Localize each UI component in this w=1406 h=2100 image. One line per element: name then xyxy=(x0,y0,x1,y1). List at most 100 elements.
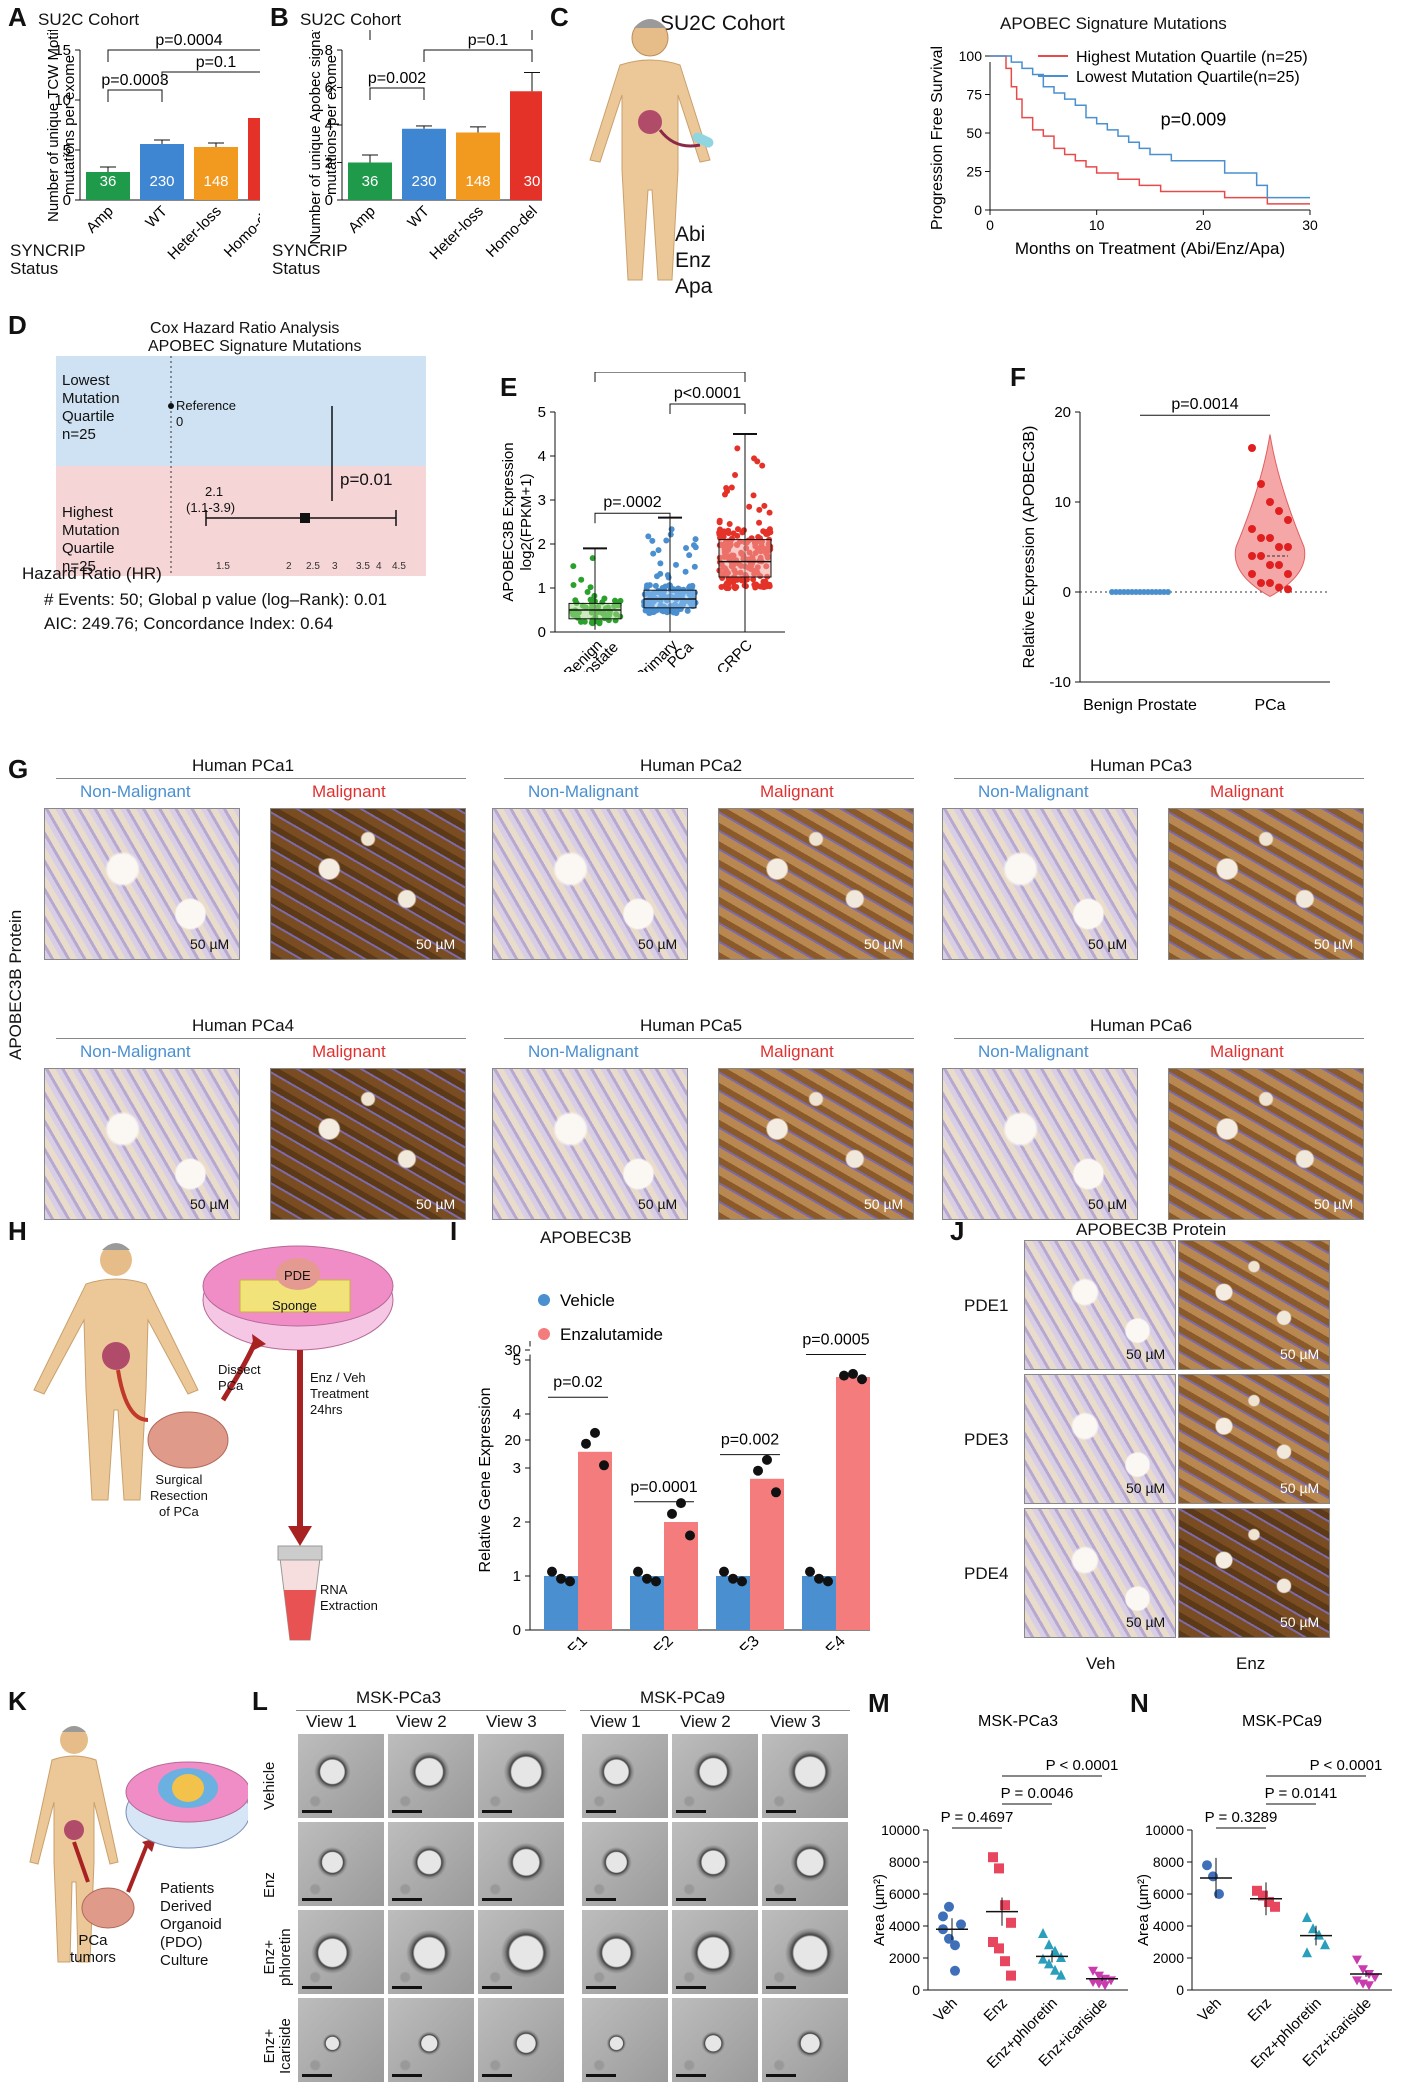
data-point xyxy=(645,533,652,540)
non-malignant-label: Non-Malignant xyxy=(978,782,1089,801)
km-survival-plot: 0 25 50 75 100 0 10 20 30 Highest Mutation Quarti… xyxy=(929,46,1318,258)
scale-bar xyxy=(766,1898,796,1901)
benign-point xyxy=(1165,589,1171,595)
pca-point xyxy=(1248,525,1256,533)
y-tick-label: 15 xyxy=(54,42,71,59)
panel-i-title: APOBEC3B xyxy=(540,1228,632,1247)
category-label: Homo-del xyxy=(221,203,260,261)
organoid-row-label: Vehicle xyxy=(261,1761,278,1810)
data-point xyxy=(956,1919,966,1930)
y-tick-label: 6000 xyxy=(1153,1886,1184,1902)
pca-point xyxy=(1284,516,1292,524)
data-point xyxy=(762,1454,772,1465)
data-point xyxy=(739,529,746,536)
y-tick-label: 3 xyxy=(513,1460,521,1477)
scale-bar xyxy=(676,1986,706,1989)
data-point xyxy=(1044,1939,1054,1950)
bar xyxy=(348,162,392,200)
legend-swatch xyxy=(538,1294,550,1306)
y-tick-label: 5 xyxy=(513,1352,521,1369)
scale-bar xyxy=(482,1898,512,1901)
panel-letter-e: E xyxy=(500,372,518,402)
svg-text:3: 3 xyxy=(332,561,338,572)
panel-letter-m: M xyxy=(868,1688,890,1718)
data-point xyxy=(654,573,661,580)
data-point xyxy=(649,537,656,544)
y-tick-label: 0 xyxy=(1176,1982,1184,1998)
data-point xyxy=(651,1576,661,1587)
malignant-ihc-image xyxy=(1168,808,1364,960)
panel-f-violin-plot: -10 0 10 20 p=0.0014 Benign Prostate PCa Relati… xyxy=(1021,396,1330,714)
category-label: PDE4 xyxy=(807,1633,849,1650)
malignant-label: Malignant xyxy=(760,1042,834,1061)
y-tick-label: 0 xyxy=(538,624,546,641)
data-point xyxy=(599,1460,609,1471)
data-point xyxy=(673,561,680,568)
panel-j-title: APOBEC3B Protein xyxy=(1076,1220,1227,1239)
y-axis-label: mutations per exome xyxy=(323,55,340,195)
category-label: Heter-loss xyxy=(164,203,224,263)
scale-bar xyxy=(302,2074,332,2077)
high-quartile-band xyxy=(56,466,426,576)
scale-bar xyxy=(766,1986,796,1989)
panel-letter-c: C xyxy=(550,2,569,32)
case-divider xyxy=(954,778,1364,779)
rna-label: RNA Extraction xyxy=(320,1582,378,1613)
malignant-label: Malignant xyxy=(1210,1042,1284,1061)
scale-bar xyxy=(586,1986,616,1989)
malignant-ihc-image xyxy=(270,808,466,960)
panel-letter-a: A xyxy=(8,2,27,32)
y-axis-label: Number of unique Apobec signature xyxy=(307,30,324,245)
malignant-ihc-image xyxy=(718,808,914,960)
organoid-image xyxy=(762,1910,848,1994)
data-point xyxy=(771,1487,781,1498)
data-point xyxy=(754,458,761,465)
scale-bar-label: 50 µM xyxy=(1126,1346,1166,1362)
data-point xyxy=(726,521,733,528)
reference-label: Reference xyxy=(176,398,236,413)
organoid-image xyxy=(582,1822,668,1906)
panel-i-bar-chart: 0 1 2 3 4 5 20 30 p=0.02 PDE1 p=0.0001 PDE2 p=0.002 P… xyxy=(477,1291,871,1650)
y-tick-label: 2000 xyxy=(1153,1950,1184,1966)
data-point xyxy=(617,597,624,604)
x-tick-label: 10 xyxy=(1089,217,1105,233)
panel-b-status-label: SYNCRIP Status xyxy=(272,241,348,278)
y-tick-label: 20 xyxy=(504,1432,521,1449)
y-tick-label: 75 xyxy=(966,87,982,103)
y-tick-label: 4 xyxy=(325,117,333,134)
y-tick-label: 8 xyxy=(325,42,333,59)
data-point xyxy=(720,533,727,540)
scale-bar xyxy=(392,2074,422,2077)
p-value-label: p=0.0005 xyxy=(802,1332,869,1349)
y-tick-label: 4 xyxy=(513,1406,521,1423)
data-point xyxy=(761,502,768,509)
data-point xyxy=(642,1573,652,1584)
data-point xyxy=(1202,1860,1212,1871)
organoid-row-label: Enz xyxy=(261,1872,278,1898)
data-point xyxy=(655,547,662,554)
pde-row-label: PDE3 xyxy=(964,1430,1009,1449)
malignant-label: Malignant xyxy=(1210,782,1284,801)
y-axis-label: Number of unique TCW Motif xyxy=(45,30,62,222)
bar-break xyxy=(835,1338,871,1349)
non-malignant-label: Non-Malignant xyxy=(80,782,191,801)
enz-ihc-image xyxy=(1178,1240,1330,1370)
pca-point xyxy=(1284,570,1292,578)
organoid-image xyxy=(298,1998,384,2082)
data-point xyxy=(1270,1901,1280,1912)
scale-bar-label: 50 µM xyxy=(638,1196,678,1212)
data-point xyxy=(814,1573,824,1584)
data-point xyxy=(994,1863,1004,1874)
bar-n-label: 230 xyxy=(411,173,436,190)
scale-bar xyxy=(766,2074,796,2077)
plot-title: MSK-PCa3 xyxy=(978,1713,1058,1730)
scale-bar-label: 50 µM xyxy=(1280,1346,1320,1362)
reference-value: 0 xyxy=(176,414,184,429)
ihc-case-title: Human PCa3 xyxy=(1090,756,1193,775)
enz-bar xyxy=(578,1451,612,1630)
case-divider xyxy=(56,1038,466,1039)
y-tick-label: 10 xyxy=(1054,494,1071,511)
panel-letter-b: B xyxy=(270,2,289,32)
km-curve xyxy=(990,55,1310,199)
organoid-group-title: MSK-PCa3 xyxy=(356,1688,442,1707)
